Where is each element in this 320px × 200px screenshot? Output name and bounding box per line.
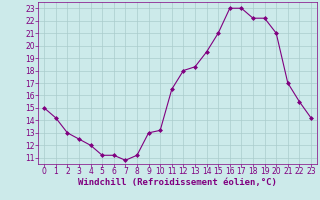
X-axis label: Windchill (Refroidissement éolien,°C): Windchill (Refroidissement éolien,°C) — [78, 178, 277, 187]
